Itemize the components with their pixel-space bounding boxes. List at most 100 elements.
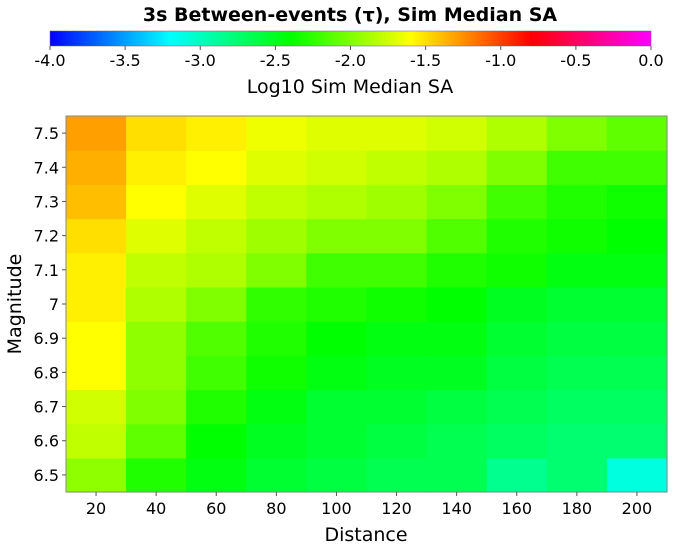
heatmap-cell [366, 150, 428, 185]
heatmap-cell [486, 389, 548, 425]
heatmap-cell [126, 389, 187, 425]
heatmap-cell [366, 321, 428, 356]
x-tick-label: 140 [441, 499, 472, 518]
heatmap-cell [606, 150, 668, 185]
heatmap-cell [306, 116, 368, 151]
heatmap-cell [486, 355, 548, 391]
x-tick-label: 180 [562, 499, 593, 518]
colorbar-ticks: -4.0 -3.5 -3.0 -2.5 -2.0 -1.5 -1.0 -0.5 0.0 [34, 46, 664, 70]
heatmap-cell [306, 389, 368, 425]
colorbar [49, 30, 652, 47]
heatmap-cell [606, 218, 668, 254]
heatmap-cell [546, 423, 608, 459]
heatmap-cell [546, 184, 608, 220]
heatmap-cell [66, 116, 127, 151]
heatmap-cell [486, 252, 548, 288]
heatmap-cell [246, 252, 307, 288]
colorbar-tick-label: -3.5 [110, 51, 141, 70]
colorbar-tick-label: 0.0 [638, 51, 663, 70]
heatmap-cell [366, 423, 428, 459]
heatmap-cell [306, 355, 368, 391]
y-tick-label: 7.5 [34, 124, 59, 143]
heatmap-cell [306, 184, 368, 220]
heatmap-cell [606, 286, 668, 322]
heatmap-cell [606, 252, 668, 288]
heatmap-cell [606, 116, 668, 151]
heatmap-cell [186, 423, 247, 459]
heatmap-cell [186, 218, 247, 254]
heatmap-cell [546, 457, 608, 493]
heatmap-cell [66, 286, 127, 322]
heatmap-cell [606, 457, 668, 493]
heatmap-cells [66, 116, 668, 493]
heatmap-cell [306, 252, 368, 288]
heatmap-cell [426, 423, 488, 459]
heatmap-cell [546, 252, 608, 288]
heatmap-cell [366, 218, 428, 254]
heatmap-cell [606, 355, 668, 391]
heatmap-cell [246, 150, 307, 185]
heatmap-cell [606, 423, 668, 459]
x-tick-label: 80 [266, 499, 286, 518]
y-tick-label: 6.5 [34, 466, 59, 485]
heatmap-cell [66, 321, 127, 356]
heatmap-cell [546, 389, 608, 425]
y-axis-label: Magnitude [4, 254, 26, 355]
heatmap-cell [546, 150, 608, 185]
y-tick-label: 6.7 [34, 398, 59, 417]
heatmap-cell [426, 286, 488, 322]
y-tick-label: 7.1 [34, 261, 59, 280]
x-tick-label: 20 [86, 499, 106, 518]
y-tick-label: 7.4 [34, 158, 59, 177]
heatmap-cell [426, 355, 488, 391]
heatmap-cell [246, 116, 307, 151]
heatmap-cell [246, 457, 307, 493]
heatmap-cell [66, 423, 127, 459]
heatmap-cell [246, 321, 307, 356]
heatmap-cell [426, 184, 488, 220]
heatmap-cell [186, 116, 247, 151]
heatmap-cell [66, 252, 127, 288]
colorbar-tick-label: -2.5 [260, 51, 291, 70]
x-axis-ticks: 20 40 60 80 100 120 140 160 180 200 [86, 492, 652, 518]
colorbar-tick-label: -0.5 [560, 51, 591, 70]
colorbar-tick-label: -3.0 [185, 51, 216, 70]
heatmap-cell [366, 116, 428, 151]
heatmap-cell [186, 389, 247, 425]
heatmap-cell [426, 252, 488, 288]
heatmap-cell [306, 286, 368, 322]
heatmap-cell [246, 286, 307, 322]
x-tick-label: 120 [381, 499, 412, 518]
heatmap-cell [366, 252, 428, 288]
heatmap-cell [426, 150, 488, 185]
heatmap-cell [366, 184, 428, 220]
heatmap-cell [66, 457, 127, 493]
heatmap-cell [546, 355, 608, 391]
heatmap-cell [186, 321, 247, 356]
colorbar-tick-label: -4.0 [34, 51, 65, 70]
heatmap-cell [126, 321, 187, 356]
colorbar-label: Log10 Sim Median SA [247, 76, 454, 98]
heatmap-cell [426, 457, 488, 493]
heatmap-cell [366, 286, 428, 322]
y-tick-label: 7.3 [34, 192, 59, 211]
heatmap-cell [186, 355, 247, 391]
heatmap-cell [366, 457, 428, 493]
heatmap-cell [186, 184, 247, 220]
heatmap-cell [546, 286, 608, 322]
y-tick-label: 6.8 [34, 363, 59, 382]
heatmap-cell [66, 218, 127, 254]
heatmap-cell [366, 389, 428, 425]
heatmap-cell [126, 423, 187, 459]
heatmap-cell [306, 218, 368, 254]
colorbar-tick-label: -1.5 [410, 51, 441, 70]
heatmap-cell [546, 116, 608, 151]
heatmap-cell [486, 116, 548, 151]
heatmap-cell [126, 252, 187, 288]
heatmap-cell [306, 321, 368, 356]
heatmap-cell [126, 218, 187, 254]
heatmap-cell [486, 286, 548, 322]
heatmap-cell [126, 116, 187, 151]
colorbar-tick-label: -1.0 [485, 51, 516, 70]
